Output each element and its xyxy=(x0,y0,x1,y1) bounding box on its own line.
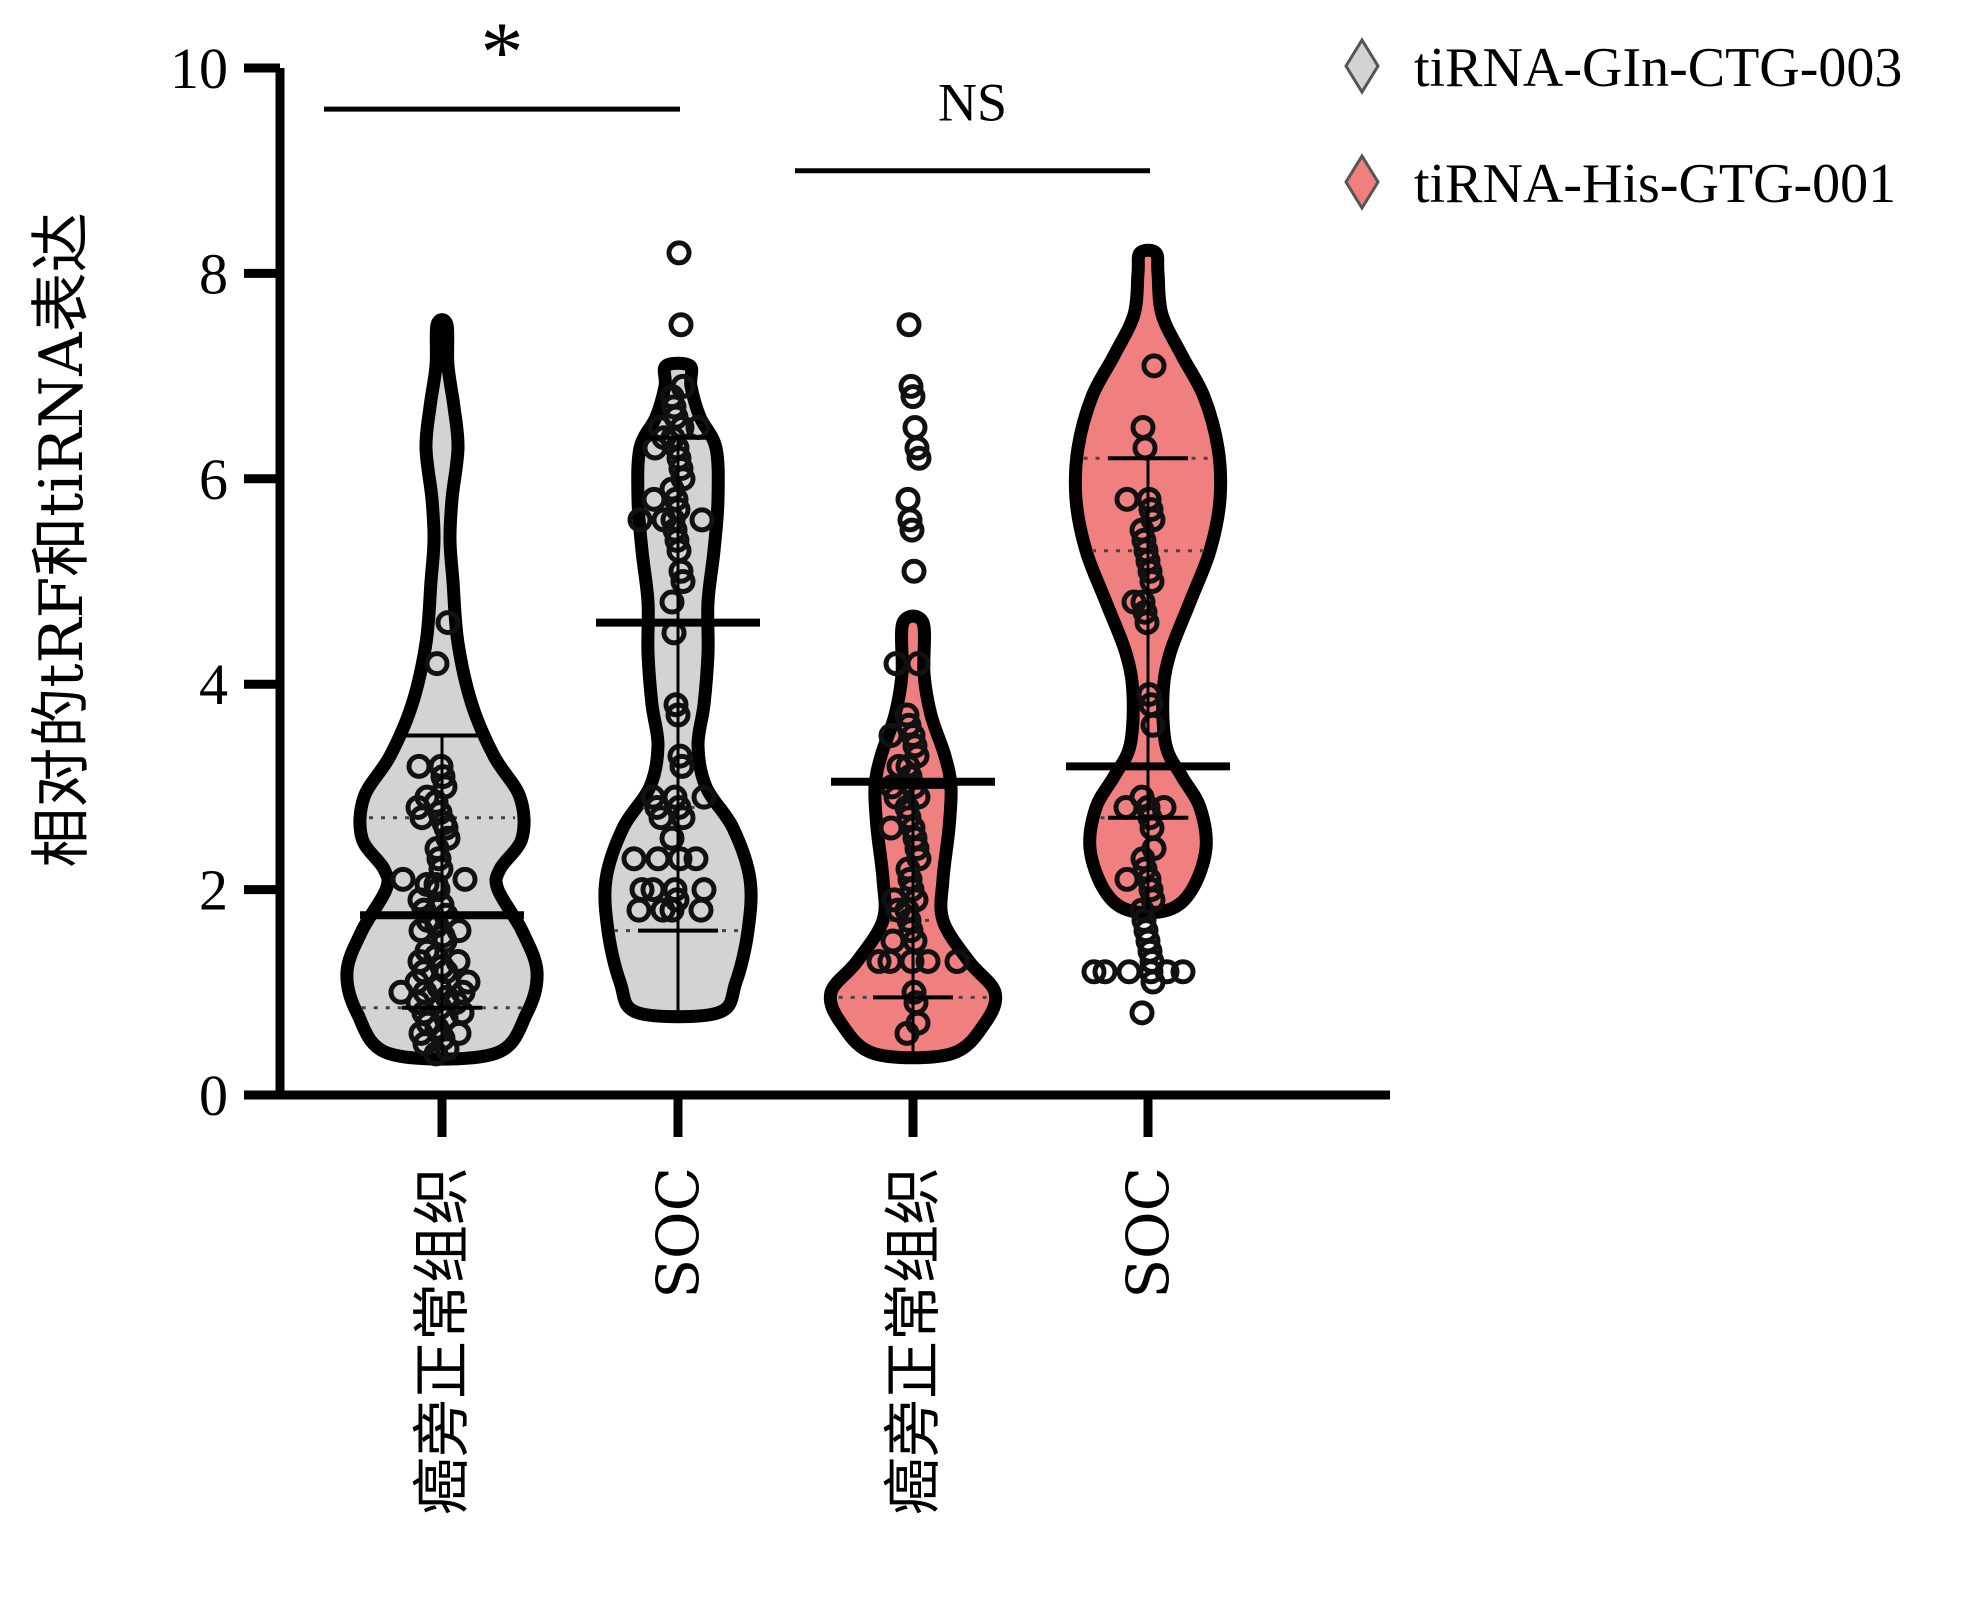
data-point xyxy=(880,928,906,954)
x-tick-label: 癌旁正常组织 xyxy=(408,1167,476,1515)
y-tick-label: 2 xyxy=(199,858,228,923)
data-point xyxy=(640,784,666,810)
data-point xyxy=(661,394,687,420)
data-point xyxy=(1130,589,1156,615)
significance-label-1: NS xyxy=(938,73,1007,133)
data-point xyxy=(896,312,922,338)
y-tick-label: 8 xyxy=(199,241,228,306)
y-tick-label: 10 xyxy=(170,36,228,101)
data-point xyxy=(895,486,921,512)
data-point xyxy=(906,445,932,471)
data-point xyxy=(629,877,655,903)
data-point xyxy=(1141,353,1167,379)
x-tick-label: SOC xyxy=(644,1167,712,1299)
data-point xyxy=(896,712,922,738)
data-point xyxy=(1130,414,1156,440)
data-point xyxy=(423,871,449,897)
data-point xyxy=(897,866,923,892)
data-point xyxy=(901,558,927,584)
data-point xyxy=(669,753,695,779)
data-point xyxy=(1129,784,1155,810)
data-point xyxy=(878,815,904,841)
data-point xyxy=(866,948,892,974)
data-point xyxy=(1121,589,1147,615)
data-point xyxy=(900,384,926,410)
data-point xyxy=(452,866,478,892)
data-point xyxy=(944,948,970,974)
data-point xyxy=(1132,856,1158,882)
data-point xyxy=(640,877,666,903)
data-point xyxy=(1116,959,1142,985)
y-tick-label: 0 xyxy=(199,1063,228,1128)
data-point xyxy=(1138,692,1164,718)
data-point xyxy=(903,990,929,1016)
data-point xyxy=(883,651,909,677)
data-point xyxy=(406,753,432,779)
data-point xyxy=(1129,1000,1155,1026)
y-axis-title: 相对的tRF和tiRNA表达 xyxy=(27,212,97,867)
y-tick-label: 6 xyxy=(199,447,228,512)
data-point xyxy=(668,312,694,338)
data-point xyxy=(1114,486,1140,512)
data-point xyxy=(663,692,689,718)
data-point xyxy=(390,866,416,892)
data-point xyxy=(627,507,653,533)
data-point xyxy=(896,805,922,831)
data-point xyxy=(1092,959,1118,985)
data-point xyxy=(667,743,693,769)
data-point xyxy=(424,651,450,677)
data-point xyxy=(645,846,671,872)
data-point xyxy=(659,825,685,851)
data-point xyxy=(691,784,717,810)
data-point xyxy=(659,589,685,615)
significance-label-0: * xyxy=(481,4,524,100)
data-point xyxy=(426,846,452,872)
data-point xyxy=(1131,907,1157,933)
legend-label-0: tiRNA-GIn-CTG-003 xyxy=(1414,37,1902,99)
data-point xyxy=(414,871,440,897)
data-point xyxy=(1131,527,1157,553)
legend-marker-0 xyxy=(1344,37,1380,95)
data-point xyxy=(915,948,941,974)
data-point xyxy=(1138,497,1164,523)
data-point xyxy=(670,373,696,399)
data-point xyxy=(902,414,928,440)
y-tick-label: 4 xyxy=(199,652,228,717)
x-tick-label: 癌旁正常组织 xyxy=(879,1167,947,1515)
plot-area: 0 2 4 6 8 10 癌旁正常组织 SOC 癌旁正常组织 SOC * NS tiRNA-GIn-CT… xyxy=(170,4,1902,1515)
legend-marker-1 xyxy=(1344,153,1380,211)
data-point xyxy=(894,702,920,728)
data-point xyxy=(435,610,461,636)
data-point xyxy=(1081,959,1107,985)
data-point xyxy=(1170,959,1196,985)
data-point xyxy=(446,918,472,944)
data-point xyxy=(666,240,692,266)
data-point xyxy=(445,948,471,974)
data-point xyxy=(899,517,925,543)
data-point xyxy=(886,753,912,779)
data-point xyxy=(641,486,667,512)
data-point xyxy=(1114,866,1140,892)
data-point xyxy=(691,877,717,903)
data-point xyxy=(621,846,647,872)
data-point xyxy=(414,784,440,810)
data-point xyxy=(435,825,461,851)
data-point xyxy=(689,507,715,533)
data-point xyxy=(670,569,696,594)
data-point xyxy=(878,723,904,749)
data-point xyxy=(455,969,481,995)
data-point xyxy=(881,887,907,913)
legend-label-1: tiRNA-His-GTG-001 xyxy=(1414,153,1896,215)
x-tick-label: SOC xyxy=(1114,1167,1182,1299)
data-point xyxy=(683,846,709,872)
data-point xyxy=(898,373,924,399)
